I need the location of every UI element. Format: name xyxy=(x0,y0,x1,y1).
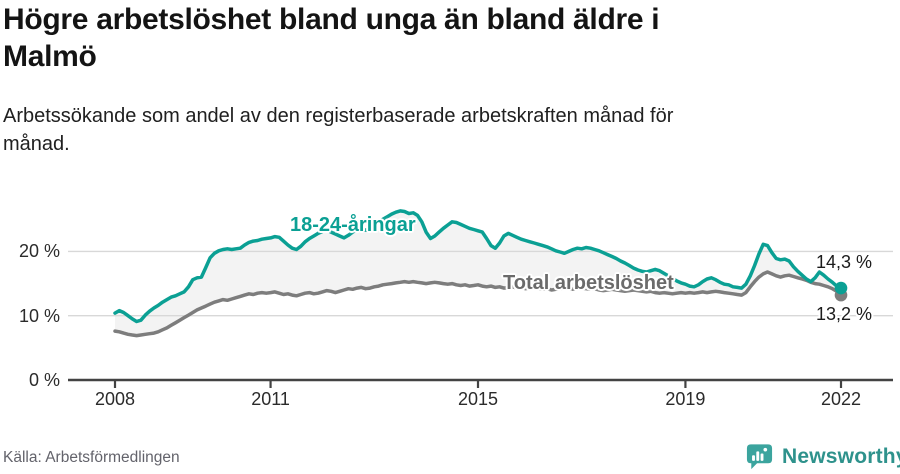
chart-subtitle: Arbetssökande som andel av den registerb… xyxy=(3,102,843,158)
x-axis-label-2008: 2008 xyxy=(94,389,136,409)
y-axis-label-10: 10 % xyxy=(18,305,60,326)
bar-chart-bar-small xyxy=(752,455,755,461)
y-axis-label-0: 0 % xyxy=(28,370,60,390)
speech-bubble-shape xyxy=(746,444,773,470)
x-axis-label-2019: 2019 xyxy=(665,389,706,409)
chart-subtitle-line2: månad. xyxy=(3,133,70,155)
series-label-total: Total arbetslöshet xyxy=(503,272,674,294)
page-title: Högre arbetslöshet bland unga än bland ä… xyxy=(3,1,883,75)
end-value-label-total: 13,2 % xyxy=(815,304,872,324)
y-axis-label-20: 20 % xyxy=(18,241,60,262)
line-youth xyxy=(113,209,843,324)
newsworthy-logo: Newsworthy xyxy=(745,442,900,472)
line-total xyxy=(113,270,843,338)
page-title-line1: Högre arbetslöshet bland unga än bland ä… xyxy=(3,3,660,36)
newsworthy-logo-icon xyxy=(746,444,773,470)
exclamation-dot xyxy=(763,447,768,452)
end-value-label-youth: 14,3 % xyxy=(815,252,872,272)
series-label-youth: 18-24-åringar xyxy=(290,214,416,236)
chart-subtitle-line1: Arbetssökande som andel av den registerb… xyxy=(3,105,674,127)
x-axis-label-2022: 2022 xyxy=(820,389,862,409)
band-fill xyxy=(115,210,841,336)
end-dot-youth xyxy=(834,281,848,295)
bar-chart-bar-tall xyxy=(756,451,760,461)
x-axis-label-2011: 2011 xyxy=(251,389,290,409)
source-note: Källa: Arbetsförmedlingen xyxy=(3,449,180,466)
x-axis-label-2015: 2015 xyxy=(457,389,499,409)
newsworthy-wordmark: Newsworthy xyxy=(782,445,900,468)
page-title-line2: Malmö xyxy=(3,40,97,73)
bar-chart-bar-medium xyxy=(760,453,764,461)
